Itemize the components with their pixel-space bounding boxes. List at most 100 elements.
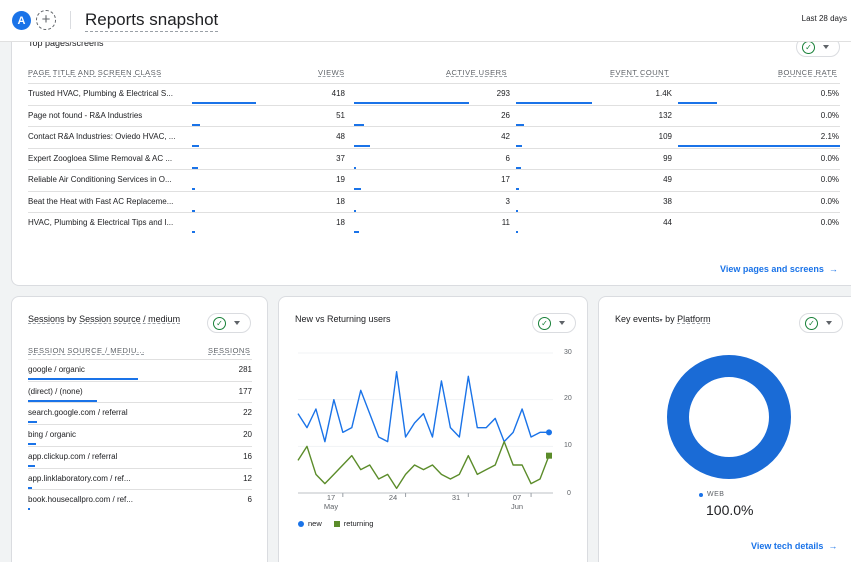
users-bar	[354, 123, 365, 126]
table-row[interactable]: book.housecallpro.com / ref... 6	[28, 489, 252, 511]
legend-returning-label: returning	[343, 519, 374, 528]
donut-chart	[667, 355, 791, 479]
column-header-bounce-rate[interactable]: BOUNCE RATE	[778, 68, 838, 77]
column-header-source[interactable]: SESSION SOURCE / MEDIU...	[28, 346, 145, 355]
column-header-event-count[interactable]: EVENT COUNT	[610, 68, 670, 77]
top-pages-card: Top pages/screens ✓ PAGE TITLE AND SCREE…	[11, 26, 851, 286]
metric-selector[interactable]: Sessions	[28, 314, 65, 324]
table-row[interactable]: Expert Zoogloea Slime Removal & AC ... 37…	[28, 147, 840, 169]
series-end-marker-returning[interactable]	[546, 452, 552, 459]
dropdown-arrow-icon[interactable]: ▾	[659, 318, 663, 324]
bounce-cell: 0.0%	[820, 110, 839, 120]
views-cell: 51	[336, 110, 345, 120]
top-bar: A + Reports snapshot Last 28 days	[0, 0, 851, 42]
view-tech-details-link[interactable]: View tech details →	[751, 541, 837, 551]
view-tech-details-link-label: View tech details	[751, 541, 824, 551]
title-by: by	[67, 314, 77, 324]
sessions-bar	[28, 486, 33, 489]
views-bar	[192, 231, 195, 233]
card-title: Key events▾ by Platform	[615, 314, 711, 324]
date-range-button[interactable]: Last 28 days	[801, 14, 847, 23]
x-tick: 24	[388, 493, 398, 502]
views-bar	[192, 166, 198, 169]
users-cell: 293	[496, 89, 510, 98]
dimension-selector[interactable]: Platform	[677, 314, 711, 324]
table-row[interactable]: google / organic 281	[28, 359, 252, 380]
events-cell: 38	[663, 196, 672, 206]
x-tick: 07 Jun	[510, 493, 524, 511]
column-header-page[interactable]: PAGE TITLE AND SCREEN CLASS	[28, 68, 162, 77]
views-cell: 48	[336, 132, 345, 141]
table-row[interactable]: (direct) / (none) 177	[28, 380, 252, 402]
arrow-right-icon: →	[828, 541, 838, 551]
column-header-active-users[interactable]: ACTIVE USERS	[446, 68, 508, 77]
table-row[interactable]: app.clickup.com / referral 16	[28, 445, 252, 467]
chevron-down-icon	[559, 321, 565, 325]
views-cell: 18	[336, 218, 345, 227]
table-row[interactable]: search.google.com / referral 22	[28, 402, 252, 424]
views-cell: 418	[331, 89, 345, 98]
events-bar	[516, 102, 592, 104]
table-row[interactable]: Beat the Heat with Fast AC Replaceme... 1…	[28, 190, 840, 212]
chevron-down-icon	[234, 321, 240, 325]
metric-selector[interactable]: Key events	[615, 314, 660, 324]
chart-legend: new returning	[298, 519, 373, 528]
dimension-selector[interactable]: Session source / medium	[79, 314, 181, 324]
series-line-new[interactable]	[297, 370, 549, 443]
column-header-views[interactable]: VIEWS	[318, 68, 345, 77]
legend-web-label: WEB	[707, 491, 725, 498]
compare-status-button[interactable]: ✓	[207, 313, 251, 333]
events-cell: 132	[658, 110, 672, 120]
bounce-cell: 0.0%	[820, 153, 839, 163]
views-bar	[192, 209, 195, 212]
events-cell: 99	[663, 153, 672, 163]
users-bar	[354, 102, 469, 104]
bounce-cell: 0.0%	[820, 175, 839, 184]
table-row[interactable]: app.linklaboratory.com / ref... 12	[28, 467, 252, 489]
table-row[interactable]: Trusted HVAC, Plumbing & Electrical S...…	[28, 83, 840, 104]
table-row[interactable]: Reliable Air Conditioning Services in O.…	[28, 169, 840, 190]
source-cell: search.google.com / referral	[28, 408, 128, 418]
views-bar	[192, 123, 200, 126]
table-row[interactable]: Contact R&A Industries: Oviedo HVAC, ...…	[28, 126, 840, 147]
sessions-cell: 177	[238, 386, 252, 396]
table-row[interactable]: bing / organic 20	[28, 424, 252, 446]
avatar[interactable]: A	[12, 11, 31, 30]
users-bar	[354, 145, 371, 147]
views-cell: 37	[336, 153, 345, 163]
view-pages-link[interactable]: View pages and screens →	[720, 264, 838, 274]
x-tick: 31	[451, 493, 461, 502]
bounce-cell: 2.1%	[820, 132, 839, 141]
series-line-returning[interactable]	[297, 440, 550, 490]
page-title-cell: HVAC, Plumbing & Electrical Tips and I..…	[28, 218, 174, 227]
legend-returning-marker	[333, 520, 340, 527]
sessions-bar	[28, 508, 31, 511]
legend-new-label: new	[308, 519, 322, 528]
sessions-card: Sessions by Session source / medium ✓ SE…	[11, 296, 268, 562]
table-row[interactable]: HVAC, Plumbing & Electrical Tips and I..…	[28, 212, 840, 233]
events-bar	[516, 123, 524, 126]
view-pages-link-label: View pages and screens	[720, 264, 824, 274]
series-end-marker-new[interactable]	[546, 429, 552, 436]
column-header-sessions[interactable]: SESSIONS	[208, 346, 251, 355]
events-cell: 44	[663, 218, 672, 227]
users-cell: 42	[501, 132, 510, 141]
chevron-down-icon	[823, 45, 829, 49]
bounce-cell: 0.0%	[820, 218, 839, 227]
source-cell: book.housecallpro.com / ref...	[28, 495, 133, 505]
table-row[interactable]: Page not found - R&A Industries 51 26 132 0.…	[28, 104, 840, 126]
compare-status-button[interactable]: ✓	[799, 313, 843, 333]
card-title: Top pages/screens	[28, 38, 104, 48]
users-bar	[354, 166, 357, 169]
users-cell: 3	[505, 196, 510, 206]
compare-status-button[interactable]: ✓	[532, 313, 576, 333]
views-bar	[192, 102, 256, 104]
chevron-down-icon	[826, 321, 832, 325]
donut-slice-web[interactable]	[667, 355, 791, 479]
views-bar	[192, 145, 200, 147]
sessions-bar	[28, 464, 35, 467]
new-vs-returning-card: New vs Returning users ✓ 30 20 10 0 17 Ma…	[278, 296, 588, 562]
title-by: by	[665, 314, 675, 324]
add-comparison-icon[interactable]: +	[36, 10, 56, 30]
donut-legend: WEB	[699, 491, 724, 498]
